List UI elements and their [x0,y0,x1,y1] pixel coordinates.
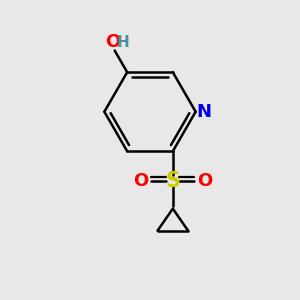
Text: H: H [116,35,129,50]
Text: O: O [133,172,148,190]
Text: O: O [105,33,120,51]
Text: O: O [198,172,213,190]
Text: S: S [165,171,180,191]
Text: N: N [196,103,211,121]
